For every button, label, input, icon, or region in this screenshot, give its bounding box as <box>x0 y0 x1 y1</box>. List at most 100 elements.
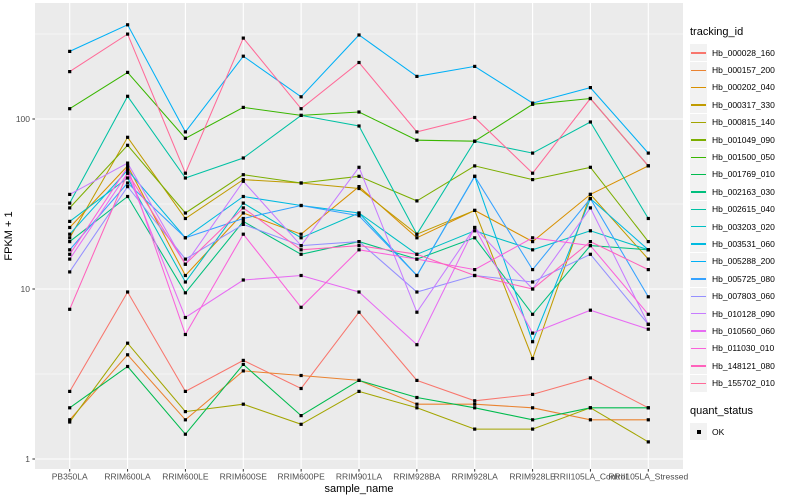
data-point <box>299 414 303 418</box>
data-point <box>241 36 245 40</box>
data-point <box>183 262 187 266</box>
legend-item-Hb_000157_200: Hb_000157_200 <box>690 61 798 79</box>
data-point <box>473 164 477 168</box>
data-point <box>68 70 72 74</box>
data-point <box>68 257 72 261</box>
legend-key-box <box>690 61 707 79</box>
data-point <box>473 236 477 240</box>
data-point <box>415 402 419 406</box>
legend-key-line-icon <box>691 243 706 245</box>
x-tick-label: RRIM928LA <box>452 472 499 482</box>
data-point <box>126 341 130 345</box>
data-point <box>646 440 650 444</box>
data-point <box>588 308 592 312</box>
legend-key-line-icon <box>691 191 706 193</box>
y-tick-label: 100 <box>16 114 30 124</box>
legend-item-Hb_002163_030: Hb_002163_030 <box>690 183 798 201</box>
data-point <box>531 171 535 175</box>
data-point <box>415 199 419 203</box>
data-point <box>357 186 361 191</box>
legend-key-box <box>690 148 707 166</box>
legend: tracking_id Hb_000028_160 Hb_000157_200 Hb… <box>690 26 798 440</box>
x-tick-label: PB350LA <box>52 472 88 482</box>
legend-key-line-icon <box>691 173 706 176</box>
data-point <box>183 171 187 175</box>
data-point <box>126 353 130 357</box>
x-tick-label: RRIM928LE <box>509 472 556 482</box>
legend-item-label: Hb_005288_200 <box>712 256 775 267</box>
data-point <box>588 86 592 90</box>
data-point <box>646 327 650 331</box>
x-tick-label: RRIM901LA <box>336 472 383 482</box>
legend-key-box <box>690 235 707 253</box>
data-point <box>126 168 130 172</box>
legend-key-line-icon <box>691 260 706 263</box>
data-point <box>357 214 361 218</box>
legend-key-line-icon <box>691 156 706 158</box>
legend-key-line-icon <box>691 313 706 315</box>
data-point <box>531 151 535 155</box>
data-point <box>415 406 419 410</box>
data-point <box>68 406 72 410</box>
data-point <box>183 389 187 393</box>
data-point <box>126 171 130 175</box>
legend-item-label: Hb_010560_060 <box>712 325 775 336</box>
legend-item-label: Hb_000317_330 <box>712 99 775 110</box>
data-point <box>415 252 419 256</box>
legend-key-line-icon <box>691 365 706 367</box>
data-point <box>473 402 477 406</box>
data-point <box>183 418 187 422</box>
legend-item-label: Hb_003203_020 <box>712 221 775 232</box>
data-point <box>646 268 650 272</box>
legend-item-label: Hb_001049_090 <box>712 134 775 145</box>
data-point <box>299 107 303 111</box>
data-point <box>68 252 72 256</box>
legend-item-label: Hb_002163_030 <box>712 186 775 197</box>
legend-key-line-icon <box>691 295 706 298</box>
legend-item-Hb_001049_090: Hb_001049_090 <box>690 131 798 149</box>
data-point <box>588 229 592 233</box>
y-axis-title: FPKM + 1 <box>3 211 15 260</box>
data-point <box>183 176 187 180</box>
data-point <box>68 307 72 311</box>
data-point <box>531 178 535 182</box>
data-point <box>126 165 130 169</box>
data-point <box>68 236 72 240</box>
data-point <box>183 257 187 261</box>
data-point <box>531 101 535 105</box>
legend-item-Hb_005725_080: Hb_005725_080 <box>690 270 798 288</box>
legend-item-label: Hb_000202_040 <box>712 82 775 93</box>
legend-title-quant-status: quant_status <box>690 404 753 417</box>
data-point <box>241 362 245 366</box>
quant-status-section: quant_status OK <box>690 405 798 440</box>
data-point <box>415 232 419 236</box>
data-point <box>646 406 650 410</box>
data-point <box>183 136 187 140</box>
data-point <box>241 173 245 177</box>
data-point <box>415 236 419 240</box>
data-point <box>241 105 245 109</box>
data-point <box>241 156 245 160</box>
x-tick-label: RRIM600SE <box>220 472 268 482</box>
data-point <box>357 248 361 252</box>
x-tick-label: RRIM928BA <box>393 472 441 482</box>
legend-item-Hb_148121_080: Hb_148121_080 <box>690 357 798 375</box>
data-point <box>68 420 72 424</box>
data-point <box>357 60 361 65</box>
tracking-legend-items: Hb_000028_160 Hb_000157_200 Hb_000202_040 H… <box>690 44 798 392</box>
data-point <box>183 410 187 414</box>
data-point <box>68 418 72 422</box>
data-point <box>531 418 535 422</box>
data-point <box>473 225 477 230</box>
legend-item-Hb_000202_040: Hb_000202_040 <box>690 78 798 96</box>
data-point <box>241 194 245 199</box>
data-point <box>415 310 419 314</box>
data-point <box>646 295 650 299</box>
data-point <box>415 395 419 400</box>
legend-item-Hb_001769_010: Hb_001769_010 <box>690 165 798 183</box>
legend-item-label: Hb_010128_090 <box>712 308 775 319</box>
data-point <box>299 305 303 309</box>
data-point <box>531 280 535 284</box>
data-point <box>415 290 419 294</box>
